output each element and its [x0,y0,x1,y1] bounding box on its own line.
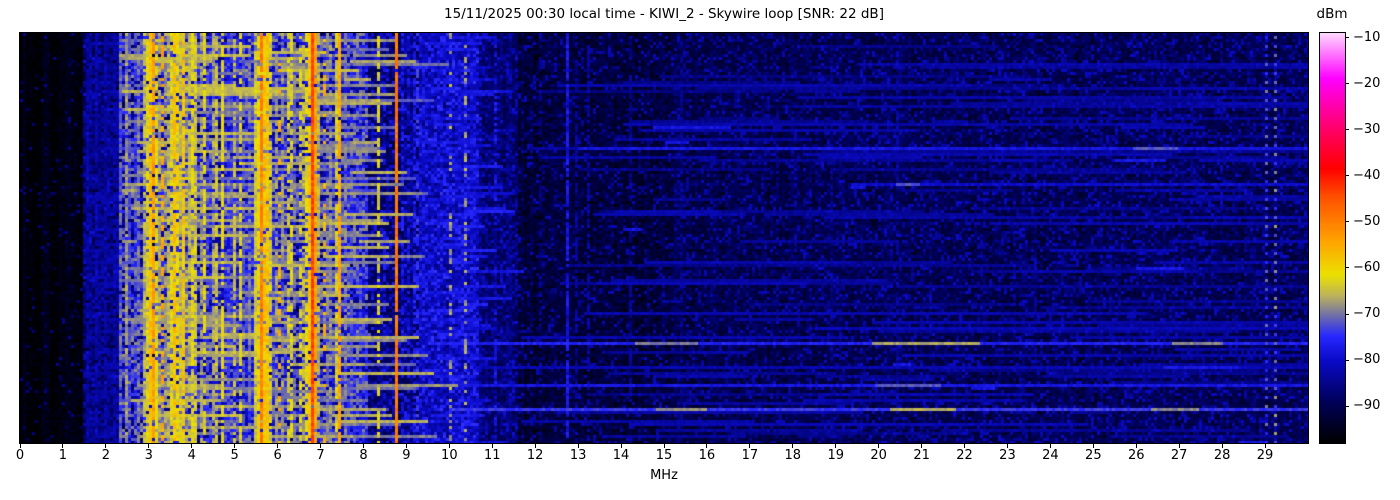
x-tick-label: 26 [1127,448,1145,463]
x-tick-label: 7 [316,448,325,463]
colorbar-tick-label: −70 [1353,306,1381,321]
colorbar-tick-mark [1345,175,1349,177]
x-tick-mark [362,444,364,448]
colorbar-tick-mark [1345,129,1349,131]
x-tick-mark [1006,444,1008,448]
x-tick-label: 20 [870,448,887,463]
x-tick-mark [577,444,579,448]
x-tick-mark [105,444,107,448]
x-tick-label: 15 [655,448,673,463]
plot-area [19,32,1309,444]
x-tick-label: 6 [273,448,282,463]
colorbar-tick-mark [1345,83,1349,85]
x-tick-mark [320,444,322,448]
x-tick-mark [620,444,622,448]
x-tick-mark [663,444,665,448]
x-tick-mark [964,444,966,448]
colorbar-tick-label: −30 [1353,121,1381,137]
x-tick-mark [749,444,751,448]
x-tick-mark [448,444,450,448]
x-tick-mark [878,444,880,448]
x-tick-label: 23 [999,448,1016,463]
x-tick-label: 2 [101,448,110,463]
colorbar-tick-label: −90 [1353,398,1381,414]
x-tick-mark [835,444,837,448]
x-tick-label: 18 [784,448,802,463]
x-tick-label: 0 [15,448,25,463]
x-tick-label: 3 [144,448,153,463]
x-tick-label: 11 [483,448,501,463]
x-tick-mark [792,444,794,448]
colorbar-tick-mark [1345,359,1349,361]
x-tick-mark [62,444,64,448]
colorbar-tick-mark [1345,313,1349,315]
x-tick-mark [148,444,150,448]
x-tick-mark [1049,444,1051,448]
x-tick-mark [405,444,407,448]
x-tick-label: 24 [1042,448,1059,463]
x-tick-mark [921,444,923,448]
x-tick-mark [277,444,279,448]
colorbar-gradient [1320,33,1345,443]
x-tick-mark [1221,444,1223,448]
x-tick-label: 22 [956,448,973,463]
x-tick-mark [191,444,193,448]
x-tick-mark [1135,444,1137,448]
colorbar-tick-mark [1345,267,1349,269]
colorbar-tick-mark [1345,221,1349,223]
x-tick-mark [706,444,708,448]
colorbar-tick-mark [1345,37,1349,39]
x-tick-label: 21 [913,448,930,463]
x-tick-label: 19 [827,448,844,463]
x-tick-label: 28 [1213,448,1231,463]
colorbar-tick-mark [1345,405,1349,407]
x-tick-label: 13 [569,448,587,463]
x-tick-mark [234,444,236,448]
spectrogram-canvas [20,33,1308,443]
x-tick-label: 8 [359,448,368,463]
x-tick-mark [534,444,536,448]
x-tick-label: 27 [1170,448,1188,463]
colorbar-unit-label: dBm [1316,6,1348,22]
x-tick-label: 17 [741,448,759,463]
x-tick-label: 25 [1085,448,1102,463]
x-tick-label: 12 [526,448,544,463]
x-tick-label: 14 [612,448,630,463]
x-tick-label: 10 [441,448,458,463]
colorbar-tick-label: −40 [1353,167,1381,183]
x-tick-label: 9 [402,448,411,463]
x-tick-mark [1178,444,1180,448]
colorbar-tick-label: −80 [1353,352,1381,368]
x-tick-label: 29 [1256,448,1274,463]
x-tick-label: 5 [230,448,239,463]
x-tick-mark [491,444,493,448]
x-tick-mark [19,444,21,448]
x-axis-label: MHz [650,468,678,483]
x-tick-label: 4 [187,448,196,463]
colorbar [1319,32,1346,444]
colorbar-tick-label: −10 [1353,29,1381,45]
figure-title: 15/11/2025 00:30 local time - KIWI_2 - S… [444,6,884,22]
colorbar-tick-label: −20 [1353,75,1381,91]
x-tick-label: 1 [58,448,68,463]
x-tick-mark [1264,444,1266,448]
colorbar-tick-label: −50 [1353,213,1381,229]
x-tick-label: 16 [698,448,716,463]
x-tick-mark [1092,444,1094,448]
colorbar-tick-label: −60 [1353,259,1381,275]
